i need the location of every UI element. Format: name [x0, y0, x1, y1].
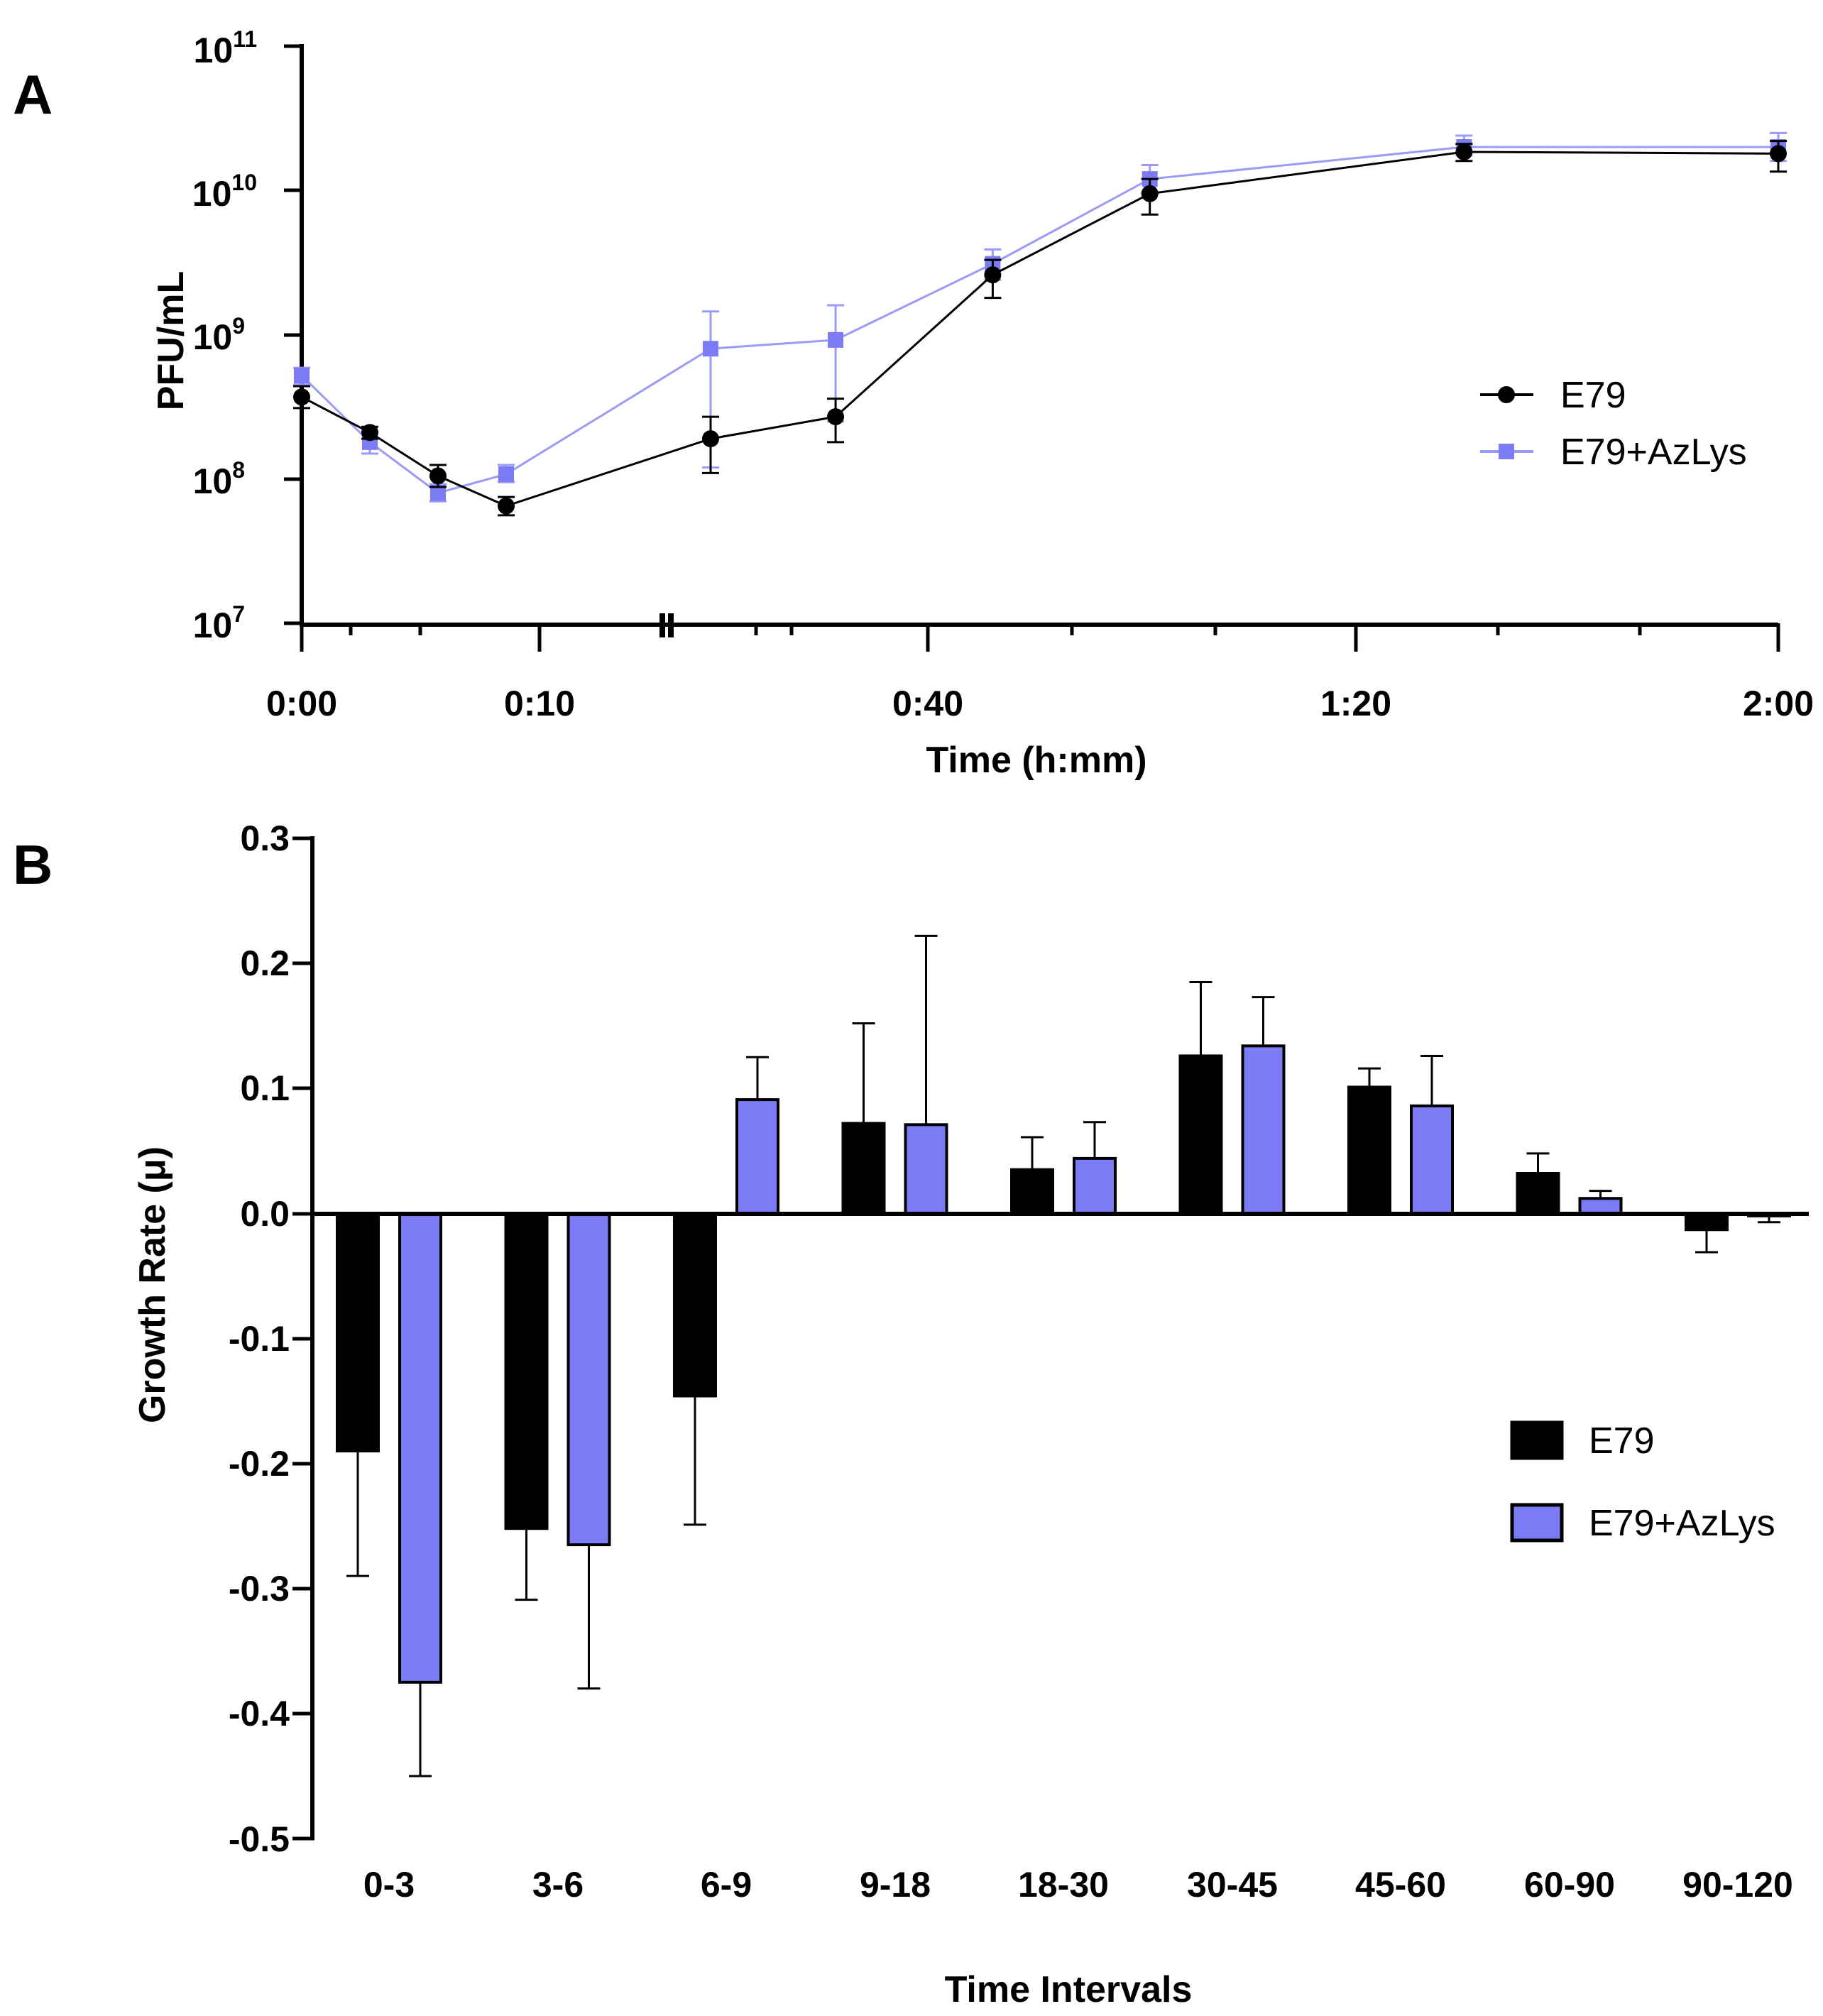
bar — [1010, 1168, 1054, 1215]
bar — [1410, 1104, 1454, 1215]
panel-b-label: B — [13, 833, 53, 896]
panel-a-y-tick-label: 1011 — [194, 26, 257, 70]
panel-b-y-tick-label: 0.0 — [240, 1194, 290, 1234]
bar — [841, 1122, 886, 1215]
bar — [1516, 1172, 1560, 1215]
panel-b-x-tick-label: 0-3 — [363, 1865, 415, 1905]
panel-a-legend: E79 E79+AzLys — [1480, 375, 1747, 473]
series-line — [301, 150, 1779, 508]
data-point — [1141, 185, 1159, 202]
panel-a-x-tick-label: 1:20 — [1320, 684, 1391, 723]
panel-a-axis-break-marker — [659, 613, 674, 637]
panel-b-x-tick-label: 90-120 — [1682, 1865, 1793, 1905]
panel-a-x-tick-labels: 0:00 0:10 0:40 1:20 2:00 — [266, 684, 1814, 723]
panel-b-x-tick-label: 60-90 — [1524, 1865, 1615, 1905]
bar — [398, 1212, 442, 1684]
legend-b-azlys-swatch — [1510, 1503, 1564, 1543]
bar — [504, 1212, 549, 1530]
data-point — [702, 430, 719, 448]
data-point — [984, 266, 1002, 284]
data-point — [1770, 145, 1787, 163]
data-point — [1455, 143, 1473, 160]
bar — [1241, 1044, 1286, 1215]
panel-b-y-ticks — [292, 836, 314, 1841]
panel-b-y-tick-label: 0.1 — [240, 1068, 290, 1108]
panel-b-y-tick-label: 0.2 — [240, 943, 290, 983]
panel-b-y-tick-label: -0.2 — [229, 1444, 290, 1484]
panel-b-x-tick-label: 9-18 — [860, 1865, 931, 1905]
legend-b-azlys-label: E79+AzLys — [1589, 1503, 1775, 1544]
panel-b-x-tick-label: 6-9 — [701, 1865, 752, 1905]
panel-b-x-tick-label: 45-60 — [1355, 1865, 1446, 1905]
panel-a-label: A — [13, 63, 53, 126]
panel-b-y-tick-label: -0.1 — [229, 1319, 290, 1359]
bar — [336, 1212, 380, 1453]
panel-a-x-tick-label: 0:40 — [892, 684, 963, 723]
panel-a-series-e79 — [293, 140, 1787, 517]
data-point — [361, 424, 378, 442]
bar — [904, 1123, 948, 1215]
panel-a: A PFU/mL 107 108 109 1010 1011 — [13, 26, 1814, 781]
bar — [566, 1212, 611, 1547]
data-point — [294, 368, 310, 384]
data-point — [429, 467, 447, 485]
bar — [1178, 1054, 1223, 1215]
bar — [735, 1098, 779, 1215]
panel-b-y-tick-label: 0.3 — [240, 818, 290, 858]
bar — [1347, 1085, 1391, 1215]
panel-a-y-tick-label: 1010 — [192, 170, 257, 214]
data-point — [827, 408, 845, 426]
data-point — [293, 388, 310, 406]
bar — [1073, 1156, 1117, 1215]
data-point — [828, 332, 844, 348]
panel-b-y-tick-labels: 0.3 0.2 0.1 0.0 -0.1 -0.2 -0.3 -0.4 -0.5 — [229, 818, 290, 1859]
data-point — [498, 497, 515, 515]
panel-b-y-tick-label: -0.3 — [229, 1569, 290, 1609]
panel-a-x-ticks — [300, 623, 1780, 652]
bar — [673, 1212, 717, 1398]
panel-b: B Growth Rate (μ) 0.3 0.2 0.1 0.0 -0.1 -… — [13, 818, 1809, 2010]
bar — [1578, 1197, 1623, 1215]
panel-a-y-tick-labels: 107 108 109 1010 1011 — [192, 26, 257, 645]
panel-b-y-tick-label: -0.5 — [229, 1819, 290, 1859]
panel-b-legend: E79 E79+AzLys — [1510, 1420, 1775, 1544]
panel-a-y-ticks — [284, 44, 304, 625]
legend-e79-label: E79 — [1560, 375, 1626, 416]
panel-b-x-tick-label: 30-45 — [1187, 1865, 1278, 1905]
series-line — [300, 146, 1778, 495]
data-point — [430, 485, 446, 501]
panel-b-x-tick-labels: 0-3 3-6 6-9 9-18 18-30 30-45 45-60 60-90… — [363, 1865, 1793, 1905]
panel-b-y-tick-label: -0.4 — [229, 1694, 290, 1733]
panel-a-y-axis-title: PFU/mL — [150, 271, 192, 410]
panel-a-x-tick-label: 0:10 — [504, 684, 575, 723]
panel-b-x-tick-label: 18-30 — [1018, 1865, 1109, 1905]
panel-a-y-tick-label: 109 — [193, 313, 245, 357]
panel-a-x-axis-title: Time (h:mm) — [926, 740, 1146, 781]
panel-b-y-axis-title: Growth Rate (μ) — [132, 1146, 173, 1423]
legend-azlys-marker — [1499, 444, 1514, 459]
panel-b-x-axis-title: Time Intervals — [945, 1969, 1193, 2010]
data-point — [703, 341, 718, 357]
legend-b-e79-label: E79 — [1589, 1420, 1655, 1462]
legend-e79-marker — [1498, 386, 1515, 403]
legend-b-e79-swatch — [1510, 1420, 1564, 1460]
panel-b-x-tick-label: 3-6 — [532, 1865, 584, 1905]
panel-a-x-tick-label: 2:00 — [1743, 684, 1814, 723]
panel-a-y-tick-label: 108 — [193, 457, 245, 501]
panel-a-y-tick-label: 107 — [193, 601, 245, 645]
panel-a-x-tick-label: 0:00 — [266, 684, 337, 723]
data-point — [498, 466, 514, 482]
panel-b-bars — [336, 934, 1791, 1777]
legend-azlys-label: E79+AzLys — [1560, 432, 1747, 473]
